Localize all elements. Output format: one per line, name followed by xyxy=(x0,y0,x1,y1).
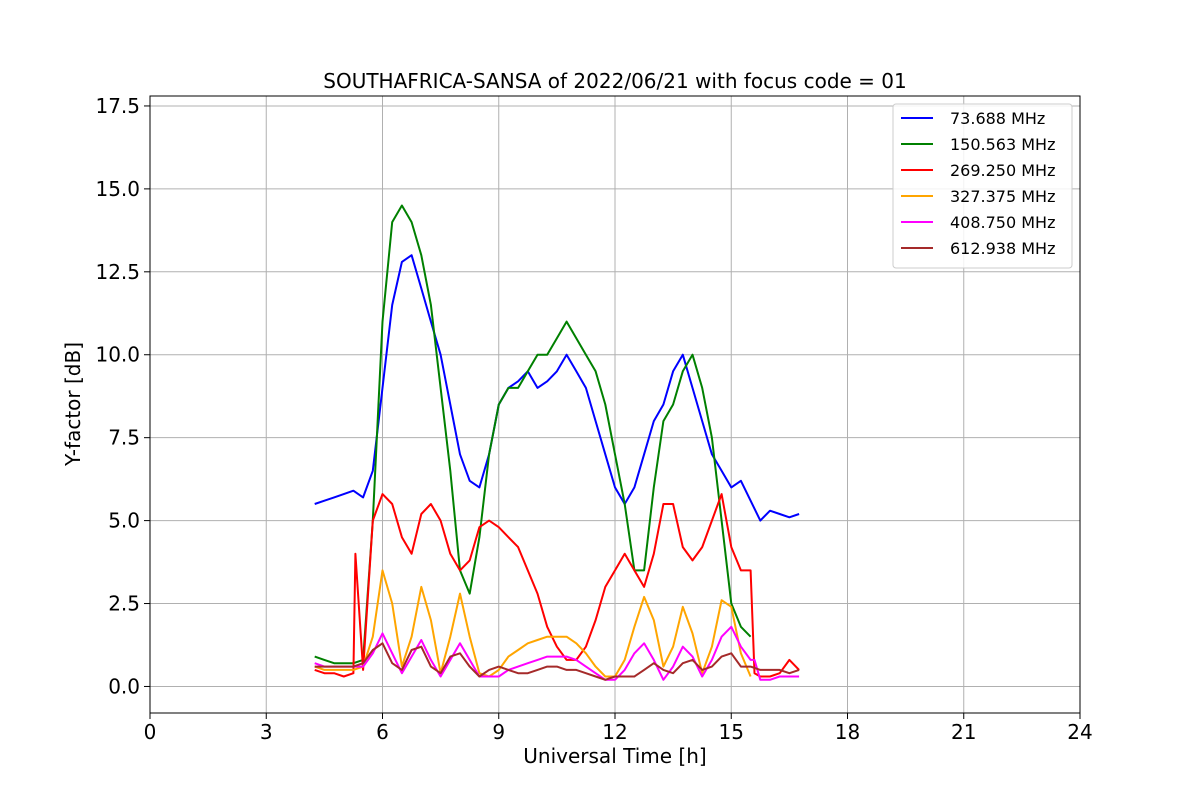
x-tick-label: 6 xyxy=(376,720,389,744)
y-tick-label: 12.5 xyxy=(95,260,140,284)
x-tick-label: 3 xyxy=(260,720,273,744)
x-tick-label: 15 xyxy=(719,720,744,744)
series-line-1 xyxy=(314,204,752,665)
x-tick-label: 12 xyxy=(602,720,627,744)
y-tick-label: 15.0 xyxy=(95,177,140,201)
x-tick-label: 21 xyxy=(951,720,976,744)
legend-label: 269.250 MHz xyxy=(950,161,1055,180)
series-lines xyxy=(314,204,800,681)
x-tick-label: 9 xyxy=(492,720,505,744)
y-axis-label: Y-factor [dB] xyxy=(61,342,85,467)
y-tick-label: 0.0 xyxy=(108,674,140,698)
legend-label: 612.938 MHz xyxy=(950,239,1055,258)
x-tick-label: 24 xyxy=(1067,720,1092,744)
series-line-2 xyxy=(314,493,800,678)
chart-legend: 73.688 MHz 150.563 MHz 269.250 MHz 327.375 … xyxy=(892,103,1073,269)
y-tick-label: 2.5 xyxy=(108,592,140,616)
y-axis: 0.0 2.5 5.0 7.5 10.0 12.5 15.0 17.5 xyxy=(95,94,150,698)
series-line-4 xyxy=(314,625,800,681)
series-line-3 xyxy=(314,569,752,678)
x-axis: 0 3 6 9 12 15 18 21 24 xyxy=(144,713,1093,744)
x-tick-label: 18 xyxy=(835,720,860,744)
x-tick-label: 0 xyxy=(144,720,157,744)
y-tick-label: 17.5 xyxy=(95,94,140,118)
x-axis-label: Universal Time [h] xyxy=(523,744,706,768)
legend-label: 408.750 MHz xyxy=(950,213,1055,232)
legend-box xyxy=(892,103,1073,269)
series-line-0 xyxy=(314,254,800,522)
y-tick-label: 7.5 xyxy=(108,426,140,450)
grid-lines xyxy=(149,96,1081,713)
series-line-5 xyxy=(314,642,800,681)
chart-title: SOUTHAFRICA-SANSA of 2022/06/21 with foc… xyxy=(323,69,907,93)
y-tick-label: 10.0 xyxy=(95,343,140,367)
legend-label: 73.688 MHz xyxy=(950,109,1045,128)
legend-label: 150.563 MHz xyxy=(950,135,1055,154)
legend-label: 327.375 MHz xyxy=(950,187,1055,206)
y-tick-label: 5.0 xyxy=(108,509,140,533)
